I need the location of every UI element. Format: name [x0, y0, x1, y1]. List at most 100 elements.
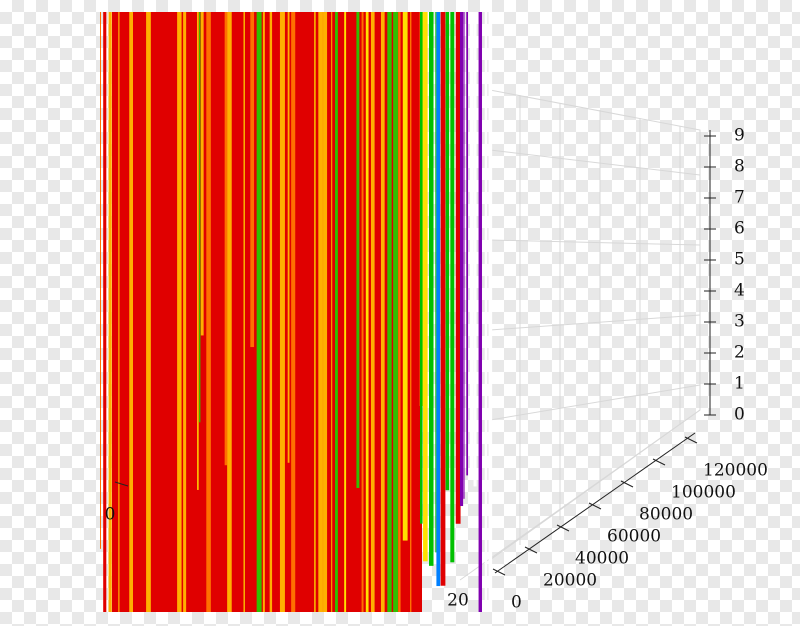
stripe	[361, 12, 364, 612]
stripe	[314, 12, 316, 612]
stripe	[423, 12, 428, 562]
stripe	[380, 12, 385, 612]
stripe	[402, 12, 408, 541]
stripe	[118, 12, 120, 612]
stripe	[246, 12, 250, 337]
stripe	[460, 12, 464, 507]
stripe	[227, 12, 232, 612]
y-tick	[684, 436, 698, 444]
stripe	[478, 12, 482, 612]
stripe	[463, 12, 465, 499]
stripe	[164, 12, 168, 612]
stripe	[187, 12, 192, 612]
stripe	[450, 12, 455, 563]
stripe	[168, 12, 171, 612]
stripe	[410, 12, 412, 612]
stripe	[323, 12, 328, 612]
stripe	[291, 12, 296, 612]
stripe	[250, 12, 255, 348]
stripe	[108, 12, 112, 612]
stripe	[473, 12, 477, 487]
stripe	[114, 12, 117, 612]
z-tick-label: 6	[734, 219, 745, 239]
stripe	[300, 12, 304, 612]
stripe	[100, 12, 102, 549]
stripe	[243, 12, 245, 612]
stripe	[159, 12, 162, 612]
stripe	[466, 12, 469, 476]
y-axis	[494, 432, 696, 574]
y-tick	[524, 546, 538, 554]
y-tick-label: 60000	[607, 527, 661, 547]
stripe	[224, 12, 228, 466]
stripe	[256, 12, 262, 612]
stripe	[183, 12, 187, 612]
stripe	[273, 12, 277, 519]
y-tick	[588, 502, 602, 510]
stripe	[445, 12, 450, 491]
stripe	[370, 12, 375, 612]
stripe	[103, 12, 107, 612]
stripe	[488, 12, 493, 612]
x-axis-tick	[114, 481, 129, 487]
stripe	[318, 12, 323, 612]
y-tick-label: 120000	[703, 461, 768, 481]
stripe	[231, 12, 237, 612]
stripe	[360, 12, 362, 612]
z-tick-label: 8	[734, 157, 745, 177]
stripe	[279, 12, 285, 612]
stripe	[365, 12, 369, 612]
y-tick	[492, 568, 506, 576]
stripes	[100, 12, 493, 612]
stripe	[220, 12, 224, 612]
stripe	[287, 12, 290, 463]
stripe	[146, 12, 151, 612]
stripe	[436, 12, 441, 587]
z-tick-label: 7	[734, 188, 745, 208]
x-tick-label: 0	[105, 505, 116, 525]
y-tick-label: 0	[511, 593, 522, 613]
z-tick-label: 0	[734, 405, 745, 425]
stripe	[344, 12, 347, 612]
y-tick	[620, 480, 634, 488]
stripe	[309, 12, 313, 415]
stripe	[484, 12, 488, 612]
stripe	[387, 12, 392, 612]
stripe	[199, 12, 201, 423]
tick-labels: 0 1 2 3 4 5 6 7 8 9 0 20000400006000080000100000120…	[105, 126, 768, 613]
stripe	[213, 12, 216, 590]
stripe	[295, 12, 299, 612]
y-tick	[556, 524, 570, 532]
stripe	[135, 12, 141, 612]
stripe	[262, 12, 265, 612]
stripe	[335, 12, 338, 612]
y-tick-label: 100000	[671, 483, 736, 503]
z-tick-label: 9	[734, 126, 745, 146]
stripe	[356, 12, 360, 488]
stripe	[435, 12, 437, 553]
stripe	[156, 12, 159, 612]
y-tick-label: 40000	[575, 549, 629, 569]
x-tick-label: 20	[447, 591, 469, 611]
stripe	[197, 12, 199, 490]
stripe	[346, 12, 352, 549]
stripe	[420, 12, 423, 524]
z-tick-label: 5	[734, 250, 745, 270]
stripe	[469, 12, 474, 477]
stripe	[269, 12, 273, 612]
stripe	[375, 12, 379, 612]
stripe	[238, 12, 242, 550]
stripe	[413, 12, 418, 612]
z-tick-label: 3	[734, 312, 745, 332]
stripe	[304, 12, 309, 450]
stripe	[398, 12, 401, 612]
stripe	[332, 12, 335, 612]
stripe	[206, 12, 211, 612]
y-tick-label: 80000	[639, 505, 693, 525]
stripe	[331, 12, 333, 612]
stripe	[339, 12, 345, 612]
stripe	[440, 12, 446, 586]
stripe	[429, 12, 434, 566]
